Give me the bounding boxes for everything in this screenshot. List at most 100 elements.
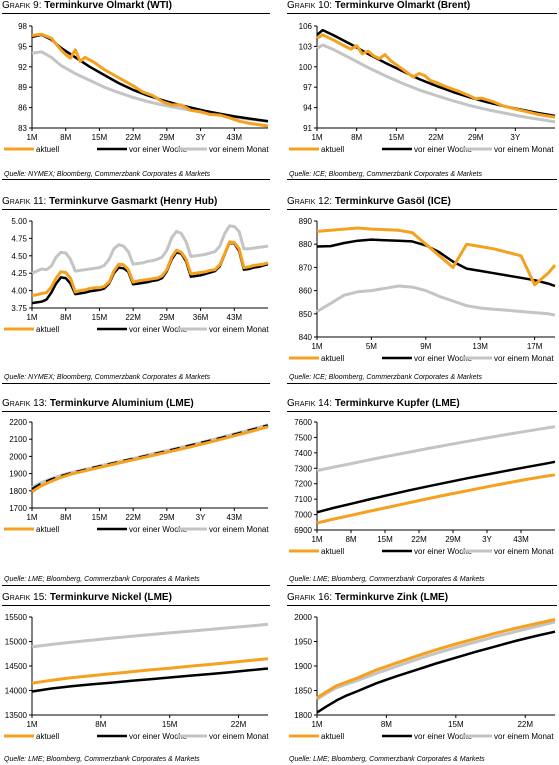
x-tick-label: 8M	[60, 513, 71, 522]
y-tick-label: 7300	[294, 464, 312, 473]
x-tick-label: 1M	[26, 313, 37, 322]
legend-label-monat: vor einem Monat	[494, 354, 554, 363]
title-rule	[287, 209, 557, 210]
bottom-rule	[287, 585, 557, 586]
x-tick-label: 8M	[60, 133, 71, 142]
chart-title-text: Terminkurve Gasmarkt (Henry Hub)	[46, 196, 218, 207]
title-rule	[287, 605, 557, 606]
chart-title: Grafik 15: Terminkurve Nickel (LME)	[2, 592, 172, 603]
legend-label-aktuell: aktuell	[36, 145, 59, 154]
x-tick-label: 43M	[227, 133, 243, 142]
chart-title: Grafik 9: Terminkurve Ölmarkt (WTI)	[2, 0, 172, 11]
bottom-rule	[2, 585, 270, 586]
title-rule	[287, 411, 557, 412]
x-tick-label: 1M	[311, 133, 322, 142]
legend-label-monat: vor einem Monat	[209, 325, 269, 334]
chart-number: Grafik 16:	[287, 592, 333, 603]
y-tick-label: 1800	[9, 487, 27, 496]
x-tick-label: 5M	[366, 342, 377, 351]
y-tick-label: 4.00	[11, 287, 27, 296]
x-tick-label: 36M	[193, 313, 209, 322]
chart-panel-g10: Grafik 10: Terminkurve Ölmarkt (Brent) 91…	[287, 0, 557, 180]
line-chart: 83 86 89 92 95 98 1M 8M 15M 22M 29M 3Y 43M aktuell vor…	[4, 22, 269, 154]
line-chart: 840 850 860 870 880 890 1M 5M 9M 13M 17M aktuell vor…	[289, 217, 557, 363]
chart-source: Quelle: LME; Bloomberg, Commerzbank Corp…	[289, 576, 485, 583]
x-tick-label: 8M	[60, 313, 71, 322]
y-tick-label: 1700	[9, 504, 27, 513]
chart-title: Grafik 14: Terminkurve Kupfer (LME)	[287, 398, 460, 409]
chart-number: Grafik 9:	[2, 0, 42, 11]
line-chart: 1700 1800 1900 2000 2100 2200 1M 8M 15M 22M 29M 3Y 4…	[4, 418, 269, 534]
y-tick-label: 4.50	[11, 252, 27, 261]
series-line-woche	[316, 460, 556, 514]
y-tick-label: 1900	[294, 662, 312, 671]
chart-panel-g14: Grafik 14: Terminkurve Kupfer (LME) 6900 7…	[287, 398, 557, 586]
chart-title-text: Terminkurve Nickel (LME)	[47, 592, 172, 603]
x-tick-label: 29M	[159, 133, 175, 142]
legend-label-monat: vor einem Monat	[494, 145, 554, 154]
legend-label-woche: vor einer Woche	[414, 732, 473, 741]
series-line-aktuell	[31, 425, 269, 493]
y-tick-label: 5.00	[11, 217, 27, 226]
chart-title: Grafik 13: Terminkurve Aluminium (LME)	[2, 398, 194, 409]
y-tick-label: 97	[303, 83, 312, 92]
legend-label-aktuell: aktuell	[321, 145, 344, 154]
x-tick-label: 1M	[26, 513, 37, 522]
legend-label-woche: vor einer Woche	[129, 325, 188, 334]
line-chart: 6900 7000 7100 7200 7300 7400 7500 7600 1M 8M 15M 2…	[289, 418, 556, 556]
y-tick-label: 14500	[5, 662, 28, 671]
y-tick-label: 100	[299, 63, 313, 72]
legend-label-woche: vor einer Woche	[414, 354, 473, 363]
y-tick-label: 91	[303, 124, 312, 133]
series-line-woche	[31, 667, 269, 693]
chart-panel-g16: Grafik 16: Terminkurve Zink (LME) 1800 185…	[287, 592, 557, 765]
x-tick-label: 17M	[527, 342, 543, 351]
series-line-aktuell	[31, 240, 269, 297]
x-tick-label: 1M	[311, 342, 322, 351]
x-tick-label: 3Y	[196, 513, 206, 522]
legend-label-aktuell: aktuell	[36, 325, 59, 334]
chart-number: Grafik 11:	[2, 196, 47, 207]
y-tick-label: 14000	[5, 687, 28, 696]
y-tick-label: 106	[299, 22, 313, 31]
title-rule	[287, 13, 557, 14]
chart-title-text: Terminkurve Gasöl (ICE)	[332, 196, 451, 207]
chart-source: Quelle: NYMEX; Bloomberg, Commerzbank Co…	[4, 374, 211, 381]
y-tick-label: 1850	[294, 687, 312, 696]
x-tick-label: 8M	[95, 720, 106, 729]
x-tick-label: 22M	[428, 133, 444, 142]
x-tick-label: 29M	[445, 535, 461, 544]
y-tick-label: 94	[303, 104, 312, 113]
x-tick-label: 22M	[125, 513, 141, 522]
y-tick-label: 98	[18, 22, 27, 31]
x-tick-label: 22M	[517, 720, 533, 729]
y-tick-label: 880	[299, 240, 313, 249]
series-line-monat	[31, 50, 269, 123]
legend-label-aktuell: aktuell	[321, 547, 344, 556]
series-line-aktuell	[316, 33, 556, 119]
x-tick-label: 13M	[472, 342, 488, 351]
chart-title-text: Terminkurve Ölmarkt (Brent)	[332, 0, 471, 11]
chart-title-text: Terminkurve Zink (LME)	[332, 592, 449, 603]
legend-label-aktuell: aktuell	[36, 732, 59, 741]
y-tick-label: 4.25	[11, 269, 27, 278]
chart-panel-g15: Grafik 15: Terminkurve Nickel (LME) 13500…	[2, 592, 270, 765]
y-tick-label: 7600	[294, 418, 312, 427]
x-tick-label: 3Y	[482, 535, 492, 544]
chart-panel-g11: Grafik 11: Terminkurve Gasmarkt (Henry H…	[2, 196, 270, 384]
x-tick-label: 15M	[92, 513, 108, 522]
legend-label-monat: vor einem Monat	[494, 547, 554, 556]
y-tick-label: 860	[299, 287, 313, 296]
x-tick-label: 9M	[420, 342, 431, 351]
y-tick-label: 83	[18, 124, 27, 133]
line-chart: 3.75 4.00 4.25 4.50 4.75 5.00 1M 8M 15M 22M 29M 36M…	[4, 217, 269, 334]
chart-title: Grafik 11: Terminkurve Gasmarkt (Henry H…	[2, 196, 217, 207]
legend-label-aktuell: aktuell	[36, 525, 59, 534]
x-tick-label: 8M	[381, 720, 392, 729]
x-tick-label: 15M	[92, 313, 108, 322]
chart-title-text: Terminkurve Ölmarkt (WTI)	[41, 0, 172, 11]
y-tick-label: 1900	[9, 470, 27, 479]
y-tick-label: 3.75	[11, 304, 27, 313]
series-line-monat	[316, 43, 556, 124]
legend-label-monat: vor einem Monat	[209, 525, 269, 534]
